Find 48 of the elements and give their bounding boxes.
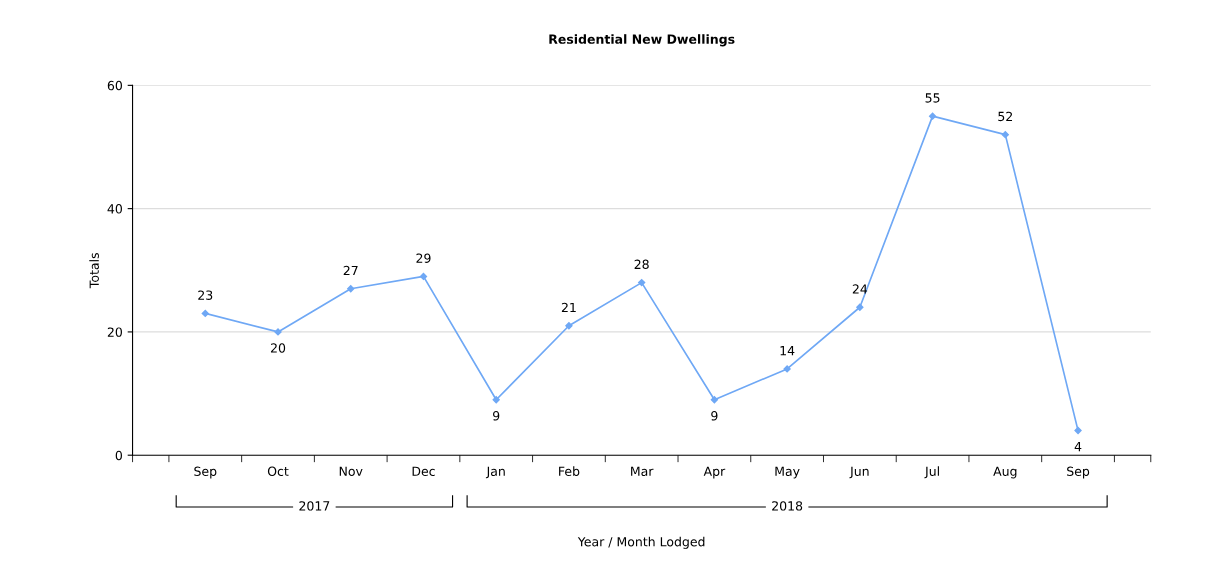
x-tick-label: Sep [194, 466, 217, 479]
y-tick-label: 40 [107, 204, 122, 214]
x-tick-label: Feb [559, 466, 580, 476]
data-label: 9 [711, 411, 718, 421]
point [638, 278, 646, 287]
data-label: 27 [343, 265, 358, 276]
y-tick-label: 0 [115, 450, 122, 461]
point [856, 303, 864, 311]
data-label: 24 [852, 284, 868, 294]
point [783, 365, 791, 373]
point [419, 272, 428, 281]
data-label: 55 [925, 93, 940, 103]
point [565, 322, 573, 330]
data-label: 23 [198, 290, 213, 300]
point [1001, 131, 1009, 139]
text: 2018 [772, 501, 803, 511]
point [201, 309, 209, 318]
point [274, 328, 282, 336]
point [928, 112, 937, 120]
data-label: 9 [493, 411, 500, 421]
x-tick-label: Jan [485, 466, 505, 479]
x-tick-label: Jul [924, 466, 939, 479]
data-label: 21 [561, 302, 576, 313]
y-tick-label: 60 [107, 80, 122, 91]
data-label: 52 [998, 111, 1013, 122]
data-label: 29 [416, 253, 431, 263]
point [492, 396, 500, 404]
x-tick-label: Aug [993, 466, 1017, 479]
point [1074, 426, 1082, 435]
x-tick-label: Mar [631, 466, 654, 476]
text: 2017 [299, 501, 330, 511]
x-tick-label: Jun [849, 466, 869, 479]
data-label: 4 [1074, 442, 1082, 452]
x-tick-label: Dec [412, 466, 435, 476]
x-axis-title: Year / Month Lodged [577, 536, 705, 549]
y-axis-title: Totals [89, 253, 99, 289]
x-tick-label: Oct [267, 466, 289, 476]
data-label: 14 [780, 346, 795, 356]
point [347, 285, 355, 293]
x-tick-label: Sep [1067, 466, 1090, 479]
data-label: 20 [270, 343, 286, 353]
x-tick-label: Apr [703, 466, 726, 479]
chart-title: Residential New Dwellings [549, 34, 735, 47]
data-label: 28 [634, 259, 649, 270]
x-tick-label: May [775, 466, 800, 479]
point [710, 396, 719, 404]
y-tick-label: 20 [107, 327, 122, 337]
x-tick-label: Nov [339, 466, 363, 476]
